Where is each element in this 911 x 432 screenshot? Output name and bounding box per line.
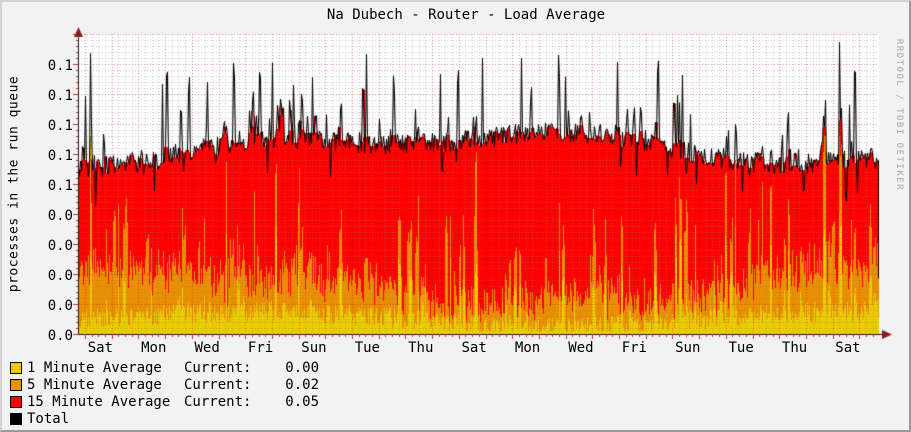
y-tick-label: 0.1 xyxy=(47,58,73,74)
y-tick-label: 0.1 xyxy=(47,148,73,164)
x-tick-label: Sat xyxy=(461,340,487,356)
legend-swatch-total-icon xyxy=(10,413,22,425)
legend-label: Total xyxy=(27,411,70,427)
y-tick-label: 0.0 xyxy=(47,208,73,224)
legend-stat-value: 0.02 xyxy=(285,377,319,393)
x-tick-label: Sat xyxy=(835,340,861,356)
y-tick-label: 0.0 xyxy=(47,298,73,314)
y-tick-label: 0.0 xyxy=(47,328,73,344)
x-tick-label: Fri xyxy=(621,340,647,356)
legend-stat-label: Current: xyxy=(184,360,252,376)
legend-swatch-1min-icon xyxy=(10,362,22,374)
x-tick-label: Thu xyxy=(408,340,434,356)
legend-swatch-15min-icon xyxy=(10,396,22,408)
y-tick-label: 0.0 xyxy=(47,268,73,284)
legend-label: 5 Minute Average xyxy=(27,377,162,393)
x-tick-label: Sun xyxy=(675,340,701,356)
legend-stat-value: 0.00 xyxy=(285,360,319,376)
x-tick-label: Sat xyxy=(87,340,113,356)
legend-row-15min: 15 Minute Average Current: 0.05 xyxy=(10,394,319,410)
chart-title: Na Dubech - Router - Load Average xyxy=(326,7,606,23)
legend-row-1min: 1 Minute Average Current: 0.00 xyxy=(10,360,319,376)
x-tick-label: Tue xyxy=(354,340,380,356)
legend-stat-label: Current: xyxy=(184,394,252,410)
legend-row-5min: 5 Minute Average Current: 0.02 xyxy=(10,377,319,393)
x-tick-label: Wed xyxy=(194,340,220,356)
y-tick-label: 0.1 xyxy=(47,118,73,134)
x-tick-label: Sun xyxy=(301,340,327,356)
x-tick-label: Mon xyxy=(141,340,167,356)
x-tick-label: Thu xyxy=(781,340,808,356)
legend-label: 15 Minute Average xyxy=(27,394,171,410)
y-tick-label: 0.1 xyxy=(47,178,73,194)
legend-stat-label: Current: xyxy=(184,377,252,393)
legend-label: 1 Minute Average xyxy=(27,360,162,376)
legend: 1 Minute Average Current: 0.00 5 Minute … xyxy=(10,360,319,428)
x-tick-label: Fri xyxy=(247,340,274,356)
rrdtool-watermark: RRDTOOL / TOBI OETIKER xyxy=(894,38,904,192)
y-tick-label: 0.1 xyxy=(47,88,73,104)
x-tick-label: Mon xyxy=(514,340,541,356)
x-tick-label: Wed xyxy=(568,340,594,356)
legend-row-total: Total xyxy=(10,411,319,427)
legend-swatch-5min-icon xyxy=(10,379,22,391)
y-tick-label: 0.0 xyxy=(47,238,73,254)
legend-stat-value: 0.05 xyxy=(285,394,319,410)
x-tick-label: Tue xyxy=(728,340,754,356)
y-axis-label: processes in the run queue xyxy=(6,75,22,293)
